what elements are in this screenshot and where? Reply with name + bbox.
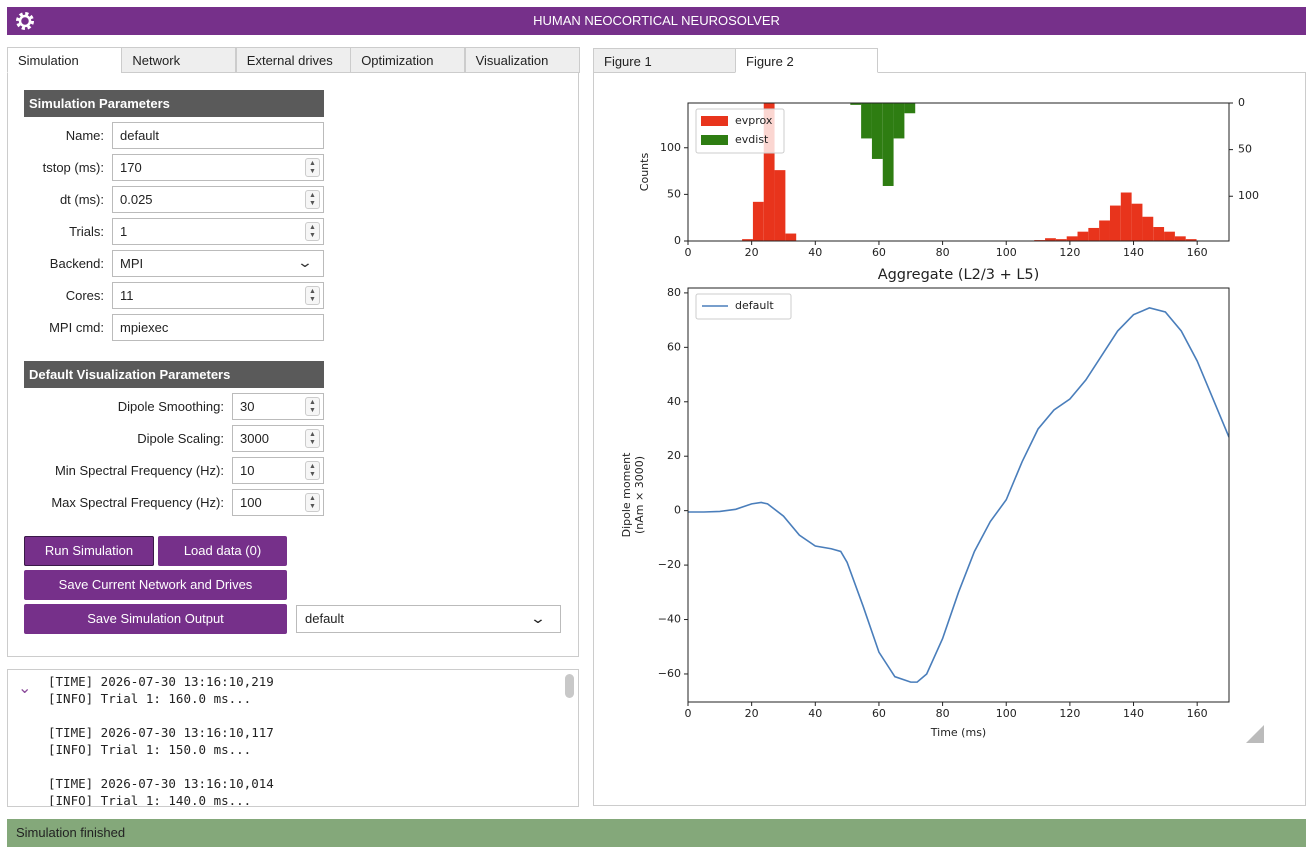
field-label: Dipole Smoothing: [117,399,224,414]
spinner[interactable]: ▲ ▼ [305,158,320,177]
field-input[interactable]: 11 [112,282,324,309]
log-line: [INFO] Trial 1: 140.0 ms... [48,793,252,807]
section-header: Simulation Parameters [24,90,324,117]
spinner[interactable]: ▲ ▼ [305,397,320,416]
dropdown-chevron[interactable]: ⌄ [529,610,547,626]
collapse-icon[interactable]: ⌄ [18,680,32,697]
app-title: HUMAN NEOCORTICAL NEUROSOLVER [533,13,780,28]
field-label: MPI cmd: [49,320,104,335]
resize-handle[interactable] [1246,725,1264,743]
field-input[interactable]: MPI [112,250,324,277]
log-line: [INFO] Trial 1: 150.0 ms... [48,742,252,757]
scrollbar[interactable] [565,674,574,698]
spinner[interactable]: ▲ ▼ [305,493,320,512]
log-line: [TIME] 2026-07-30 13:16:10,014 [48,776,274,791]
tab[interactable]: Simulation [7,47,122,73]
dropdown-chevron[interactable]: ⌄ [296,254,314,270]
field-label: Dipole Scaling: [137,431,224,446]
field-label: tstop (ms): [42,160,104,175]
status-text: Simulation finished [16,825,126,840]
button[interactable]: Run Simulation [24,536,154,566]
field-input[interactable]: mpiexec [112,314,324,341]
field-label: Name: [65,128,104,143]
tab[interactable]: Optimization [350,47,466,73]
figure-tab[interactable]: Figure 1 [593,48,736,73]
field-label: Trials: [69,224,104,239]
field-label: dt (ms): [59,192,104,207]
field-label: Min Spectral Frequency (Hz): [54,463,224,478]
spinner[interactable]: ▲ ▼ [305,461,320,480]
tab[interactable]: External drives [235,47,351,73]
figure-panel [593,72,1306,806]
field-label: Backend: [49,256,104,271]
status-bar: Simulation finished [7,819,1306,847]
tab[interactable]: Visualization [464,47,580,73]
field-input[interactable]: 170 [112,154,324,181]
field-label: Cores: [65,288,104,303]
field-input[interactable]: default [112,122,324,149]
tab[interactable]: Network [121,47,237,73]
field-input[interactable]: 0.025 [112,186,324,213]
field-label: Max Spectral Frequency (Hz): [51,495,224,510]
spinner[interactable]: ▲ ▼ [305,190,320,209]
log-line: [TIME] 2026-07-30 13:16:10,219 [48,674,274,689]
section-header: Default Visualization Parameters [24,361,324,388]
log-panel: ⌄ [TIME] 2026-07-30 13:16:10,219 [INFO] T… [7,669,579,807]
log-line: [INFO] Trial 1: 160.0 ms... [48,691,252,706]
figure-tab[interactable]: Figure 2 [735,48,878,73]
button[interactable]: Save Current Network and Drives [24,570,287,600]
spinner[interactable]: ▲ ▼ [305,429,320,448]
output-select[interactable]: default [296,605,561,633]
spinner[interactable]: ▲ ▼ [305,222,320,241]
gear-icon[interactable] [14,10,36,32]
spinner[interactable]: ▲ ▼ [305,286,320,305]
log-line: [TIME] 2026-07-30 13:16:10,117 [48,725,274,740]
field-input[interactable]: 1 [112,218,324,245]
button[interactable]: Load data (0) [158,536,287,566]
header-bar: HUMAN NEOCORTICAL NEUROSOLVER [7,7,1306,35]
button[interactable]: Save Simulation Output [24,604,287,634]
